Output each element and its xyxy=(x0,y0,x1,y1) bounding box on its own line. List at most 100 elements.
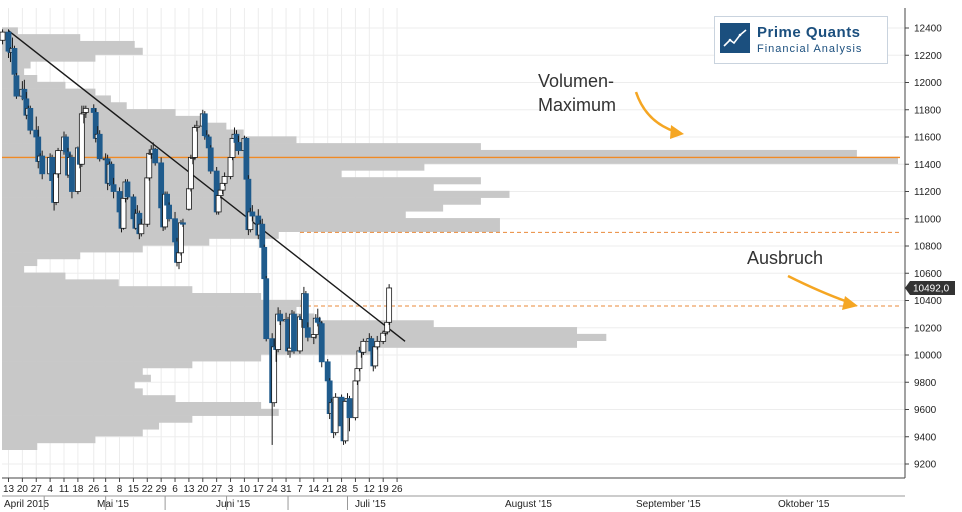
candle xyxy=(39,150,46,180)
volume-profile-bar xyxy=(2,40,135,49)
candle-body xyxy=(191,127,198,158)
trendline xyxy=(8,30,406,342)
annotation-line: Volumen- xyxy=(538,71,614,91)
volume-profile-bar xyxy=(2,211,406,219)
candle-body xyxy=(180,222,186,225)
candle-body xyxy=(0,31,6,41)
volume-profile-bar xyxy=(2,115,201,123)
candle xyxy=(13,72,20,99)
x-day-label: 22 xyxy=(142,484,154,495)
candle xyxy=(332,393,339,436)
candle xyxy=(207,145,214,174)
volume-profile-bar xyxy=(2,190,510,198)
candle-body xyxy=(186,188,192,210)
x-day-label: 7 xyxy=(297,484,303,495)
candle-body xyxy=(324,361,331,382)
x-day-label: 13 xyxy=(3,484,15,495)
candle-body xyxy=(13,75,20,97)
annotation-line: Maximum xyxy=(538,95,616,115)
candle-body xyxy=(207,147,214,172)
y-tick-label: 9600 xyxy=(914,405,937,416)
x-day-label: 19 xyxy=(378,484,390,495)
x-day-label: 29 xyxy=(156,484,168,495)
candle-body xyxy=(138,223,145,235)
volume-profile-bar xyxy=(2,122,227,130)
candle-body xyxy=(386,287,393,323)
volume-profile-bar xyxy=(2,299,306,307)
x-day-label: 8 xyxy=(117,484,123,495)
candle xyxy=(0,29,6,45)
volume-profile-bar xyxy=(2,149,857,158)
candle xyxy=(96,130,103,162)
candle-body xyxy=(372,346,379,367)
y-tick-label: 9200 xyxy=(914,460,937,471)
x-day-label: 10 xyxy=(239,484,251,495)
volume-profile-bar xyxy=(2,293,262,301)
volume-profile-bar xyxy=(2,374,151,382)
annotation-volume-maximum: Volumen- Maximum xyxy=(538,71,616,115)
trend-chart-icon xyxy=(720,23,750,53)
candle-body xyxy=(193,125,200,128)
annotation-arrowhead-volume xyxy=(670,125,684,139)
candle-body xyxy=(110,184,117,192)
volume-profile-bar xyxy=(2,415,193,423)
x-day-label: 4 xyxy=(47,484,53,495)
x-month-label: September '15 xyxy=(636,499,701,510)
volume-profile-bar xyxy=(2,156,898,164)
volume-profile-bar xyxy=(2,136,297,144)
volume-profile-bar xyxy=(2,170,342,178)
volume-profile-bar xyxy=(2,143,481,151)
candle xyxy=(221,172,228,187)
brand-title: Prime Quants xyxy=(757,24,861,41)
candle-body xyxy=(221,176,228,184)
volume-profile-bar xyxy=(2,129,244,137)
last-price-badge-bg xyxy=(905,280,955,295)
volume-profile-bar xyxy=(2,422,160,430)
candle-body xyxy=(227,157,234,177)
y-tick-label: 12400 xyxy=(914,24,942,35)
candle-body xyxy=(96,133,103,160)
candle xyxy=(291,311,297,354)
volume-profile-bar xyxy=(2,395,176,403)
volume-profile-bar xyxy=(2,306,297,314)
annotation-breakout: Ausbruch xyxy=(747,248,823,268)
volume-profile-bar xyxy=(2,238,210,246)
candle-body xyxy=(124,181,131,198)
y-tick-label: 10400 xyxy=(914,296,942,307)
volume-profile-bar xyxy=(2,313,315,321)
volume-profile-bar xyxy=(2,367,143,376)
y-tick-label: 11000 xyxy=(914,214,942,225)
volume-profile-bar xyxy=(2,333,607,341)
volume-profile xyxy=(2,27,898,450)
volume-profile-bar xyxy=(2,231,279,239)
x-day-label: 17 xyxy=(253,484,265,495)
x-month-label: Juni '15 xyxy=(216,499,251,510)
x-day-label: 3 xyxy=(228,484,234,495)
x-day-label: 21 xyxy=(322,484,334,495)
x-day-label: 31 xyxy=(280,484,292,495)
volume-profile-bar xyxy=(2,286,193,294)
volume-profile-bar xyxy=(2,54,96,62)
candle xyxy=(193,120,200,132)
candle-body xyxy=(346,398,353,419)
volume-profile-bar xyxy=(2,408,279,416)
last-price-label: 10492,0 xyxy=(913,283,950,294)
x-day-label: 28 xyxy=(336,484,348,495)
y-tick-label: 11200 xyxy=(914,187,942,198)
x-day-label: 18 xyxy=(72,484,84,495)
candle-body xyxy=(263,278,270,340)
candle-body xyxy=(53,173,59,203)
candle xyxy=(304,322,311,342)
volume-profile-bar xyxy=(2,81,66,89)
candle-body xyxy=(291,313,297,352)
candle-body xyxy=(27,107,34,131)
x-month-label: Oktober '15 xyxy=(778,499,830,510)
candle-body xyxy=(55,150,61,175)
candle-body xyxy=(178,222,184,254)
x-day-label: 20 xyxy=(197,484,209,495)
candle xyxy=(180,218,186,227)
x-month-label: August '15 xyxy=(505,499,552,510)
candle-body xyxy=(69,157,75,192)
last-price-badge: 10492,0 xyxy=(905,280,955,295)
y-tick-label: 11600 xyxy=(914,133,942,144)
